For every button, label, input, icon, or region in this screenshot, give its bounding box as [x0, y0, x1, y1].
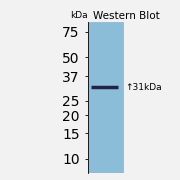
- Bar: [88, 22, 123, 173]
- Title: Western Blot: Western Blot: [93, 11, 159, 21]
- Text: kDa: kDa: [70, 11, 87, 20]
- Text: ↑31kDa: ↑31kDa: [125, 83, 161, 92]
